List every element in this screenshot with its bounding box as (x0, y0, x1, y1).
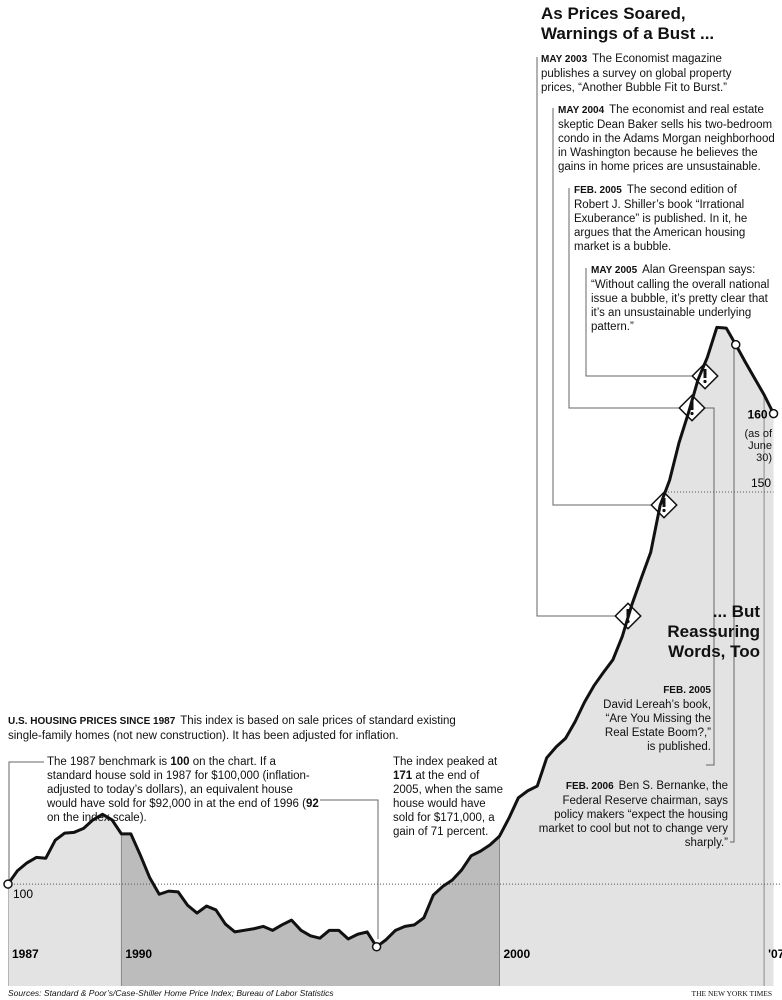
overlay: 1987 1990 2000 '07 100 150 160 (3, 325, 782, 961)
reassurance-title: ... But Reassuring Words, Too (667, 602, 760, 662)
connector (8, 761, 44, 880)
line (6, 325, 775, 949)
reassurance-text: David Lereah’s book, “Are You Missing th… (603, 699, 711, 753)
warning: MAY 2003 The Economist magazine publishes… (541, 52, 741, 95)
y-tick-label: 150 (751, 476, 771, 490)
connector (320, 799, 379, 939)
source: Sources: Standard & Poor’s/Case-Shiller … (8, 988, 334, 998)
note-number: 100 (170, 756, 190, 768)
point-marker (371, 942, 382, 952)
warning-date: MAY 2004 (558, 105, 605, 116)
connector (568, 188, 680, 409)
subtitle-text: This index is based on sale prices of st… (8, 715, 456, 742)
warning-text: The economist and real estate skeptic De… (558, 104, 775, 173)
peak-note: The index peaked at 171 at the end of 20… (393, 755, 505, 839)
title-line: Warnings of a Bust ... (541, 24, 715, 43)
reassurance-date: FEB. 2005 (663, 685, 711, 696)
reassurance-date: FEB. 2006 (565, 781, 614, 792)
note-text: at the end of 2005, when the same house … (393, 770, 503, 838)
note-number: 171 (393, 770, 413, 782)
benchmark-note: The 1987 benchmark is 100 on the chart. … (47, 755, 322, 825)
reassurance-text: Ben S. Bernanke, the Federal Reserve cha… (538, 780, 728, 849)
last-point-note: (as of June 30) (744, 428, 772, 464)
title-line: Words, Too (668, 642, 760, 661)
subtitle: U.S. HOUSING PRICES SINCE 1987 This index… (8, 714, 468, 743)
connector (536, 57, 616, 617)
note-number: 92 (305, 798, 319, 810)
warning: MAY 2004 The economist and real estate sk… (558, 103, 776, 174)
x-tick-label: '07 (768, 947, 782, 961)
connector (730, 347, 735, 843)
warning: FEB. 2005 The second edition of Robert J.… (574, 183, 772, 254)
warning-text: The Economist magazine publishes a surve… (541, 53, 732, 94)
x-tick-label: 1987 (12, 947, 39, 961)
warning-text: The second edition of Robert J. Shiller’… (574, 184, 748, 253)
point-marker (768, 408, 779, 419)
note-text: The 1987 benchmark is (47, 756, 171, 768)
y-tick-label: 100 (13, 887, 33, 901)
warning-date: MAY 2003 (541, 54, 588, 65)
connectors (8, 57, 735, 939)
connector (704, 407, 715, 766)
warning-date: FEB. 2005 (574, 185, 622, 196)
plot (8, 327, 782, 986)
chart-title: As Prices Soared, Warnings of a Bust ... (541, 4, 714, 44)
note-text: The index peaked at (393, 756, 498, 768)
note-text: on the index scale). (47, 812, 147, 824)
reassurance: FEB. 2005 David Lereah’s book, “Are You M… (596, 684, 711, 754)
subtitle-label: U.S. HOUSING PRICES SINCE 1987 (8, 716, 176, 727)
x-tick-label: 1990 (125, 947, 152, 961)
connector (585, 268, 693, 377)
title-line: ... But (712, 602, 760, 621)
title-line: Reassuring (667, 622, 760, 641)
point-marker (730, 339, 741, 350)
title-line: As Prices Soared, (541, 4, 686, 23)
highlight-band (121, 327, 500, 986)
credit: THE NEW YORK TIMES (691, 989, 772, 998)
reassurance: FEB. 2006 Ben S. Bernanke, the Federal Re… (538, 779, 728, 850)
note-text: on the chart. If a standard house sold i… (47, 756, 310, 810)
warning-text: Alan Greenspan says: “Without calling th… (591, 264, 770, 333)
point-marker (3, 879, 13, 889)
warning: MAY 2005 Alan Greenspan says: “Without ca… (591, 263, 773, 334)
warning-date: MAY 2005 (591, 265, 638, 276)
connector (552, 108, 652, 506)
value-label: 160 (748, 408, 768, 422)
area (8, 327, 774, 986)
x-tick-label: 2000 (503, 947, 530, 961)
